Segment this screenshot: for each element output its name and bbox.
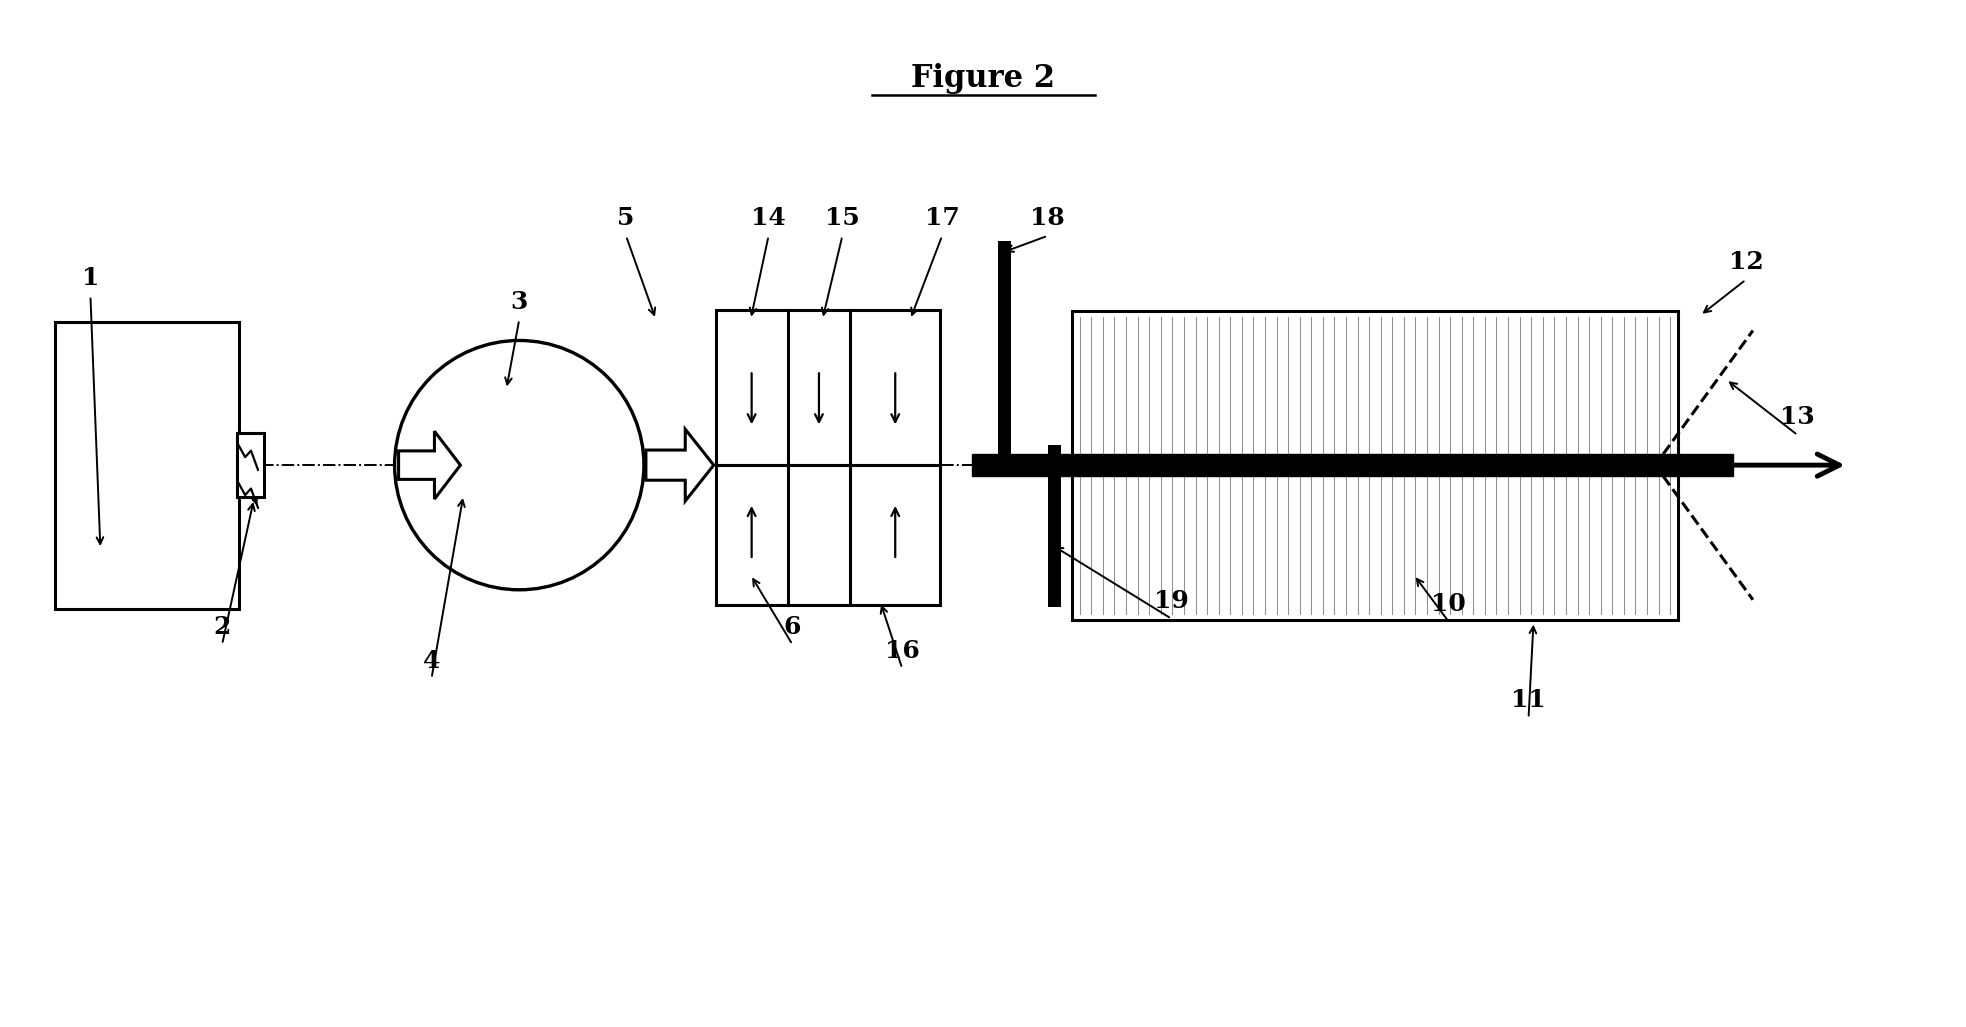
Text: 18: 18 [1030,205,1066,230]
Polygon shape [399,431,460,499]
Text: 15: 15 [826,205,859,230]
Bar [238,433,263,497]
Bar [1071,465,1679,619]
Text: 19: 19 [1154,588,1189,613]
Bar [716,465,940,605]
Circle shape [395,341,645,589]
Text: 2: 2 [214,615,230,639]
Text: 6: 6 [784,615,802,639]
Text: 14: 14 [751,205,786,230]
Bar [1048,445,1062,607]
Text: 1: 1 [83,266,98,290]
Bar [999,240,1011,465]
Text: Figure 2: Figure 2 [910,64,1056,94]
Text: 3: 3 [511,290,529,313]
Bar [716,309,940,465]
Bar [55,321,240,609]
Text: 4: 4 [423,649,440,673]
Bar [971,454,1732,477]
Text: 16: 16 [885,639,920,662]
Text: 10: 10 [1431,592,1467,616]
Text: 13: 13 [1781,406,1815,429]
Text: 17: 17 [924,205,959,230]
Text: 11: 11 [1512,688,1545,713]
Text: 5: 5 [617,205,635,230]
Polygon shape [647,429,714,501]
Bar [1071,310,1679,465]
Text: 12: 12 [1728,250,1764,273]
